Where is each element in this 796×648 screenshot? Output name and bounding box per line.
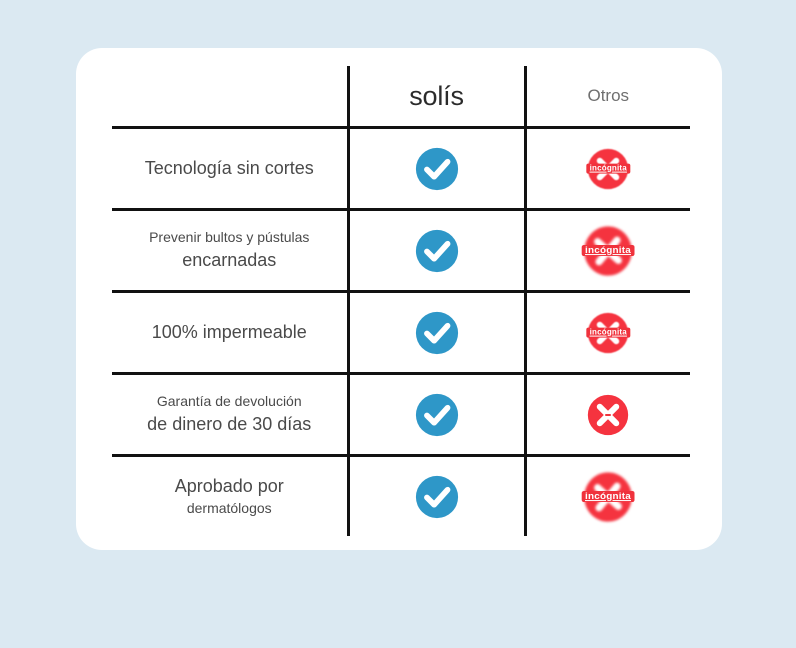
watermark-label: incógnita [581,490,635,503]
others-cell: incógnita [523,291,690,375]
header-others-column: Otros [523,66,690,129]
check-icon-wrap [350,293,524,372]
table-row: Tecnología sin cortes [112,127,690,211]
feature-line: 100% impermeable [151,321,307,342]
check-icon-wrap [350,457,524,536]
feature-line: dermatólogos [186,500,272,517]
feature-line: de dinero de 30 días [147,413,312,434]
feature-label: Tecnología sin cortes [112,156,347,182]
feature-label: Aprobado por dermatólogos [112,474,347,519]
feature-cell: Tecnología sin cortes [112,127,348,211]
cross-icon-wrap: incógnita [577,138,639,200]
comparison-table: solís Otros Tecnología sin cortes [112,66,690,536]
others-cell: incógnita [523,209,690,293]
cross-icon-wrap: incógnita [577,466,639,528]
brand-cell [346,291,525,375]
feature-line: Tecnología sin cortes [144,157,314,178]
feature-cell: Garantía de devolución de dinero de 30 d… [112,373,348,457]
feature-line: encarnadas [182,249,277,270]
brand-cell [346,209,525,293]
check-circle-icon [415,229,458,272]
feature-label: 100% impermeable [112,320,347,346]
others-cell: incógnita [523,127,690,211]
header-brand-column: solís [346,66,525,129]
brand-cell [346,127,525,211]
others-cell: incógnita [523,455,690,536]
watermark-label [605,413,612,416]
others-cell [523,373,690,457]
header-feature-column [112,66,348,129]
check-circle-icon [415,311,458,354]
feature-label: Prevenir bultos y pústulas encarnadas [112,228,347,273]
table-row: Garantía de devolución de dinero de 30 d… [112,373,690,457]
brand-name-label: solís [409,80,464,111]
feature-cell: Prevenir bultos y pústulas encarnadas [112,209,348,293]
comparison-card: solís Otros Tecnología sin cortes [76,48,722,550]
table-header-row: solís Otros [112,66,690,129]
table-body: Tecnología sin cortes [112,127,690,537]
feature-line: Prevenir bultos y pústulas [149,228,310,245]
feature-label: Garantía de devolución de dinero de 30 d… [112,392,347,437]
table-row: Aprobado por dermatólogos [112,455,690,537]
others-label: Otros [587,86,630,105]
check-icon-wrap [350,375,524,454]
feature-cell: 100% impermeable [112,291,348,375]
check-circle-icon [415,475,458,518]
check-circle-icon [415,393,458,436]
feature-line: Garantía de devolución [156,392,302,409]
feature-cell: Aprobado por dermatólogos [112,456,348,537]
check-icon-wrap [350,211,524,290]
cross-icon-wrap: incógnita [577,302,639,364]
brand-cell [346,455,525,536]
watermark-label: incógnita [586,163,630,174]
table-row: 100% impermeable [112,291,690,375]
cross-icon-wrap [577,384,639,446]
check-circle-icon [415,147,458,190]
table-row: Prevenir bultos y pústulas encarnadas [112,209,690,293]
cross-icon-wrap: incógnita [577,220,639,282]
watermark-label: incógnita [581,244,635,257]
watermark-label: incógnita [586,327,630,338]
brand-cell [346,373,525,457]
feature-line: Aprobado por [174,475,284,496]
check-icon-wrap [350,129,524,208]
